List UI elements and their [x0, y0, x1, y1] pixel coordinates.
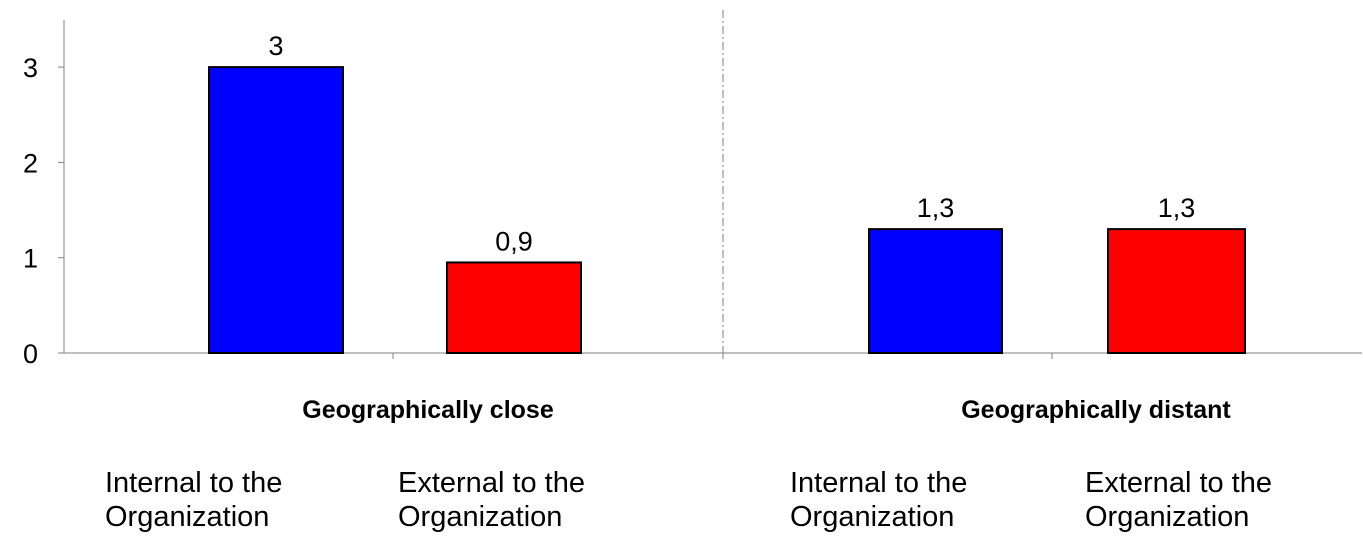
chart-labels: 0 1 2 3 Geographically close 3 Internal to the… [23, 31, 1272, 533]
category-label: Organization [105, 501, 269, 533]
y-tick-label: 2 [23, 148, 38, 178]
group-title: Geographically close [302, 396, 554, 424]
category-label: Organization [1085, 501, 1249, 533]
category-label: External to the [398, 467, 585, 499]
bar [868, 228, 1003, 354]
bar [1107, 228, 1246, 354]
data-label: 1,3 [917, 193, 955, 223]
y-tick-label: 1 [23, 244, 38, 274]
category-label: Internal to the [790, 467, 967, 499]
category-label: External to the [1085, 467, 1272, 499]
data-label: 3 [268, 31, 283, 61]
category-label: Organization [790, 501, 954, 533]
y-tick-label: 3 [23, 53, 38, 83]
chart-bars [208, 66, 1246, 354]
data-label: 1,3 [1158, 193, 1196, 223]
y-tick-label: 0 [23, 339, 38, 369]
data-label: 0,9 [495, 226, 533, 256]
group-title: Geographically distant [961, 396, 1231, 424]
bar [208, 66, 344, 354]
category-label: Organization [398, 501, 562, 533]
bar [446, 261, 582, 354]
category-label: Internal to the [105, 467, 282, 499]
